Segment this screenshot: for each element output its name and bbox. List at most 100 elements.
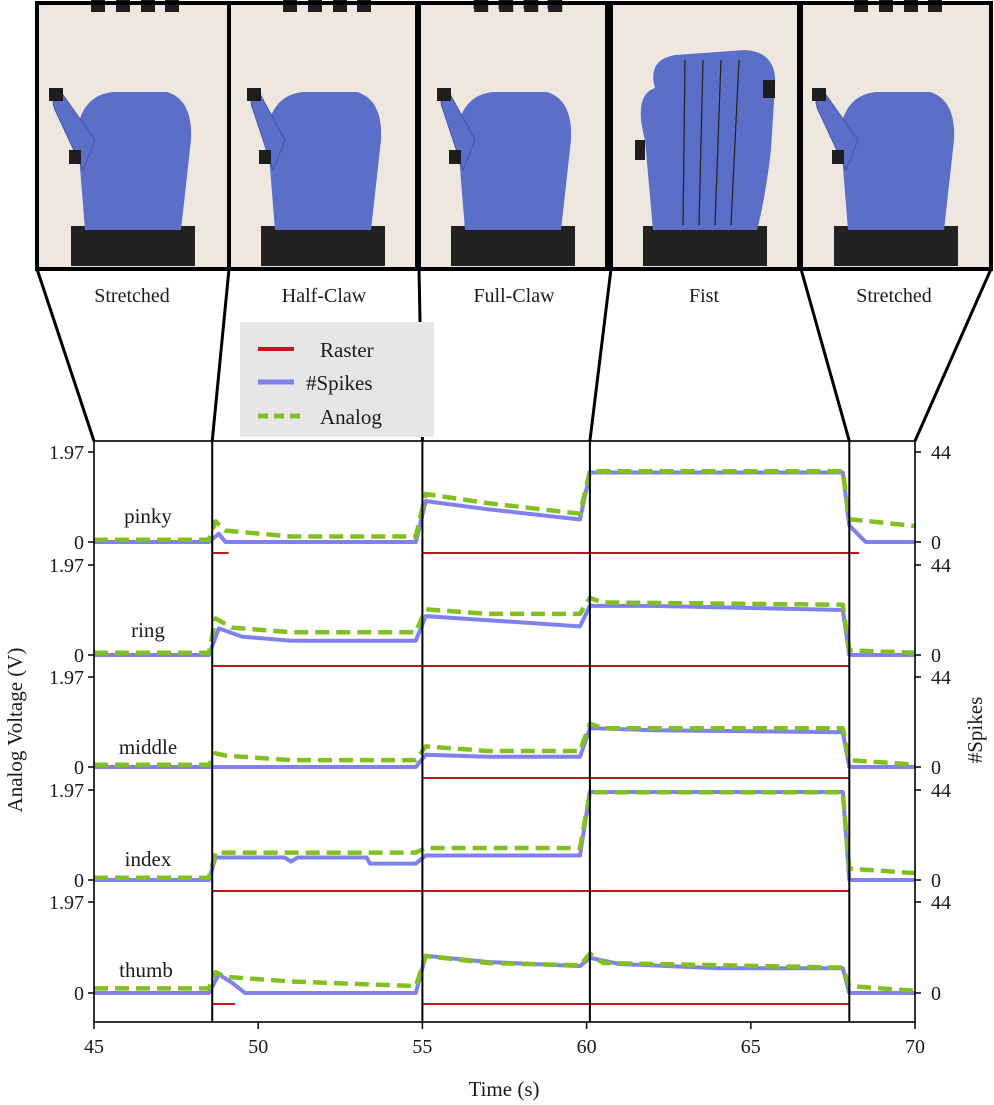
caption-half-claw: Half-Claw <box>282 285 367 307</box>
photo-fist <box>609 1 801 271</box>
photo-full-claw <box>417 0 609 271</box>
legend: Raster #Spikes Analog <box>240 322 434 437</box>
connector-line <box>799 268 851 442</box>
finger-traces-middle <box>94 721 916 779</box>
right-y-axis-label: #Spikes <box>963 697 987 764</box>
y-left-tick-label: 1.97 <box>49 555 84 577</box>
analog-line-index <box>94 790 916 880</box>
thumb-sensor <box>49 88 63 101</box>
thumb-base-sensor <box>449 150 461 164</box>
caption-stretched-2: Stretched <box>856 285 932 307</box>
hand-pose-photo-strip <box>37 0 993 271</box>
y-left-tick-label: 0 <box>74 645 84 667</box>
y-left-tick-label: 1.97 <box>49 892 84 914</box>
y-left-tick-label: 1.97 <box>49 667 84 689</box>
y-right-tick-label: 44 <box>931 667 951 689</box>
y-left-tick-label: 0 <box>74 983 84 1005</box>
glove-palm <box>267 92 382 230</box>
x-tick-label: 60 <box>577 1036 597 1058</box>
analog-line-middle <box>94 721 916 767</box>
y-right-tick-label: 44 <box>931 442 951 464</box>
y-right-tick-label: 0 <box>931 532 941 554</box>
finger-label-thumb: thumb <box>119 958 173 982</box>
y-right-tick-label: 0 <box>931 757 941 779</box>
x-axis-label: Time (s) <box>469 1077 540 1101</box>
finger-label-ring: ring <box>131 618 165 642</box>
photo-frame <box>799 1 993 271</box>
data-layer <box>94 468 916 1005</box>
finger-label-pinky: pinky <box>124 504 172 528</box>
spikes-line-pinky <box>94 470 915 544</box>
glove-cuff <box>834 226 958 266</box>
spikes-line-ring <box>94 603 915 657</box>
connector-line <box>35 268 96 442</box>
left-y-axis-label: Analog Voltage (V) <box>3 648 27 813</box>
glove-wire <box>730 59 740 226</box>
phase-boundary-lines <box>211 441 851 1022</box>
y-left-tick-label: 1.97 <box>49 442 84 464</box>
glove-wire <box>714 59 722 226</box>
analog-line-thumb <box>94 951 916 993</box>
glove-cuff <box>71 226 195 266</box>
analog-line-ring <box>94 595 916 655</box>
y-left-tick-label: 0 <box>74 532 84 554</box>
glove-palm <box>840 92 955 230</box>
caption-fist: Fist <box>689 285 719 307</box>
finger-labels: pinky ring middle index thumb <box>119 504 177 982</box>
spikes-line-index <box>94 790 915 882</box>
thumb-base-sensor <box>69 150 81 164</box>
caption-stretched-1: Stretched <box>94 285 170 307</box>
glove-cuff <box>643 226 767 266</box>
finger-traces-thumb <box>94 951 916 1005</box>
plot-frame <box>93 440 916 1023</box>
y-left-tick-label: 0 <box>74 757 84 779</box>
photo-stretched-2 <box>799 0 993 271</box>
photo-stretched-1 <box>37 0 231 271</box>
connector-line <box>588 268 613 442</box>
x-axis: 45 50 55 60 65 70 <box>84 1022 925 1058</box>
legend-raster-label: Raster <box>320 338 374 362</box>
photo-frame <box>417 1 609 271</box>
glove-palm <box>77 92 192 230</box>
x-tick-label: 55 <box>412 1036 432 1058</box>
thumb-sensor <box>635 140 645 160</box>
pose-captions: Stretched Half-Claw Full-Claw Fist Stret… <box>94 285 932 307</box>
finger-label-middle: middle <box>119 735 177 759</box>
glove-wire <box>682 59 686 226</box>
caption-full-claw: Full-Claw <box>473 285 555 307</box>
glove-fist-shape <box>640 50 776 230</box>
x-tick-label: 70 <box>905 1036 925 1058</box>
finger-traces-pinky <box>94 468 916 554</box>
x-tick-label: 50 <box>248 1036 268 1058</box>
glove-palm <box>457 92 572 230</box>
connector-line <box>210 268 231 442</box>
legend-analog-label: Analog <box>320 405 382 429</box>
y-right-tick-label: 44 <box>931 780 951 802</box>
x-tick-label: 45 <box>84 1036 104 1058</box>
photo-half-claw <box>229 0 419 271</box>
legend-spikes-label: #Spikes <box>306 371 373 395</box>
y-right-tick-label: 44 <box>931 555 951 577</box>
x-tick-label: 65 <box>741 1036 761 1058</box>
analog-line-pinky <box>94 468 916 542</box>
connector-line <box>913 268 993 442</box>
y-right-tick-label: 44 <box>931 892 951 914</box>
finger-traces-index <box>94 790 916 892</box>
glove-wire <box>698 59 704 226</box>
finger-traces-ring <box>94 595 916 667</box>
thumb-base-sensor <box>832 150 844 164</box>
y-left-tick-label: 1.97 <box>49 780 84 802</box>
pinky-sensor <box>763 80 775 98</box>
y-right-tick-label: 0 <box>931 983 941 1005</box>
thumb-sensor <box>247 88 261 101</box>
glove-cuff <box>451 226 575 266</box>
finger-label-index: index <box>125 847 172 871</box>
y-left-tick-label: 0 <box>74 870 84 892</box>
thumb-base-sensor <box>259 150 271 164</box>
thumb-sensor <box>812 88 826 101</box>
y-right-tick-label: 0 <box>931 870 941 892</box>
